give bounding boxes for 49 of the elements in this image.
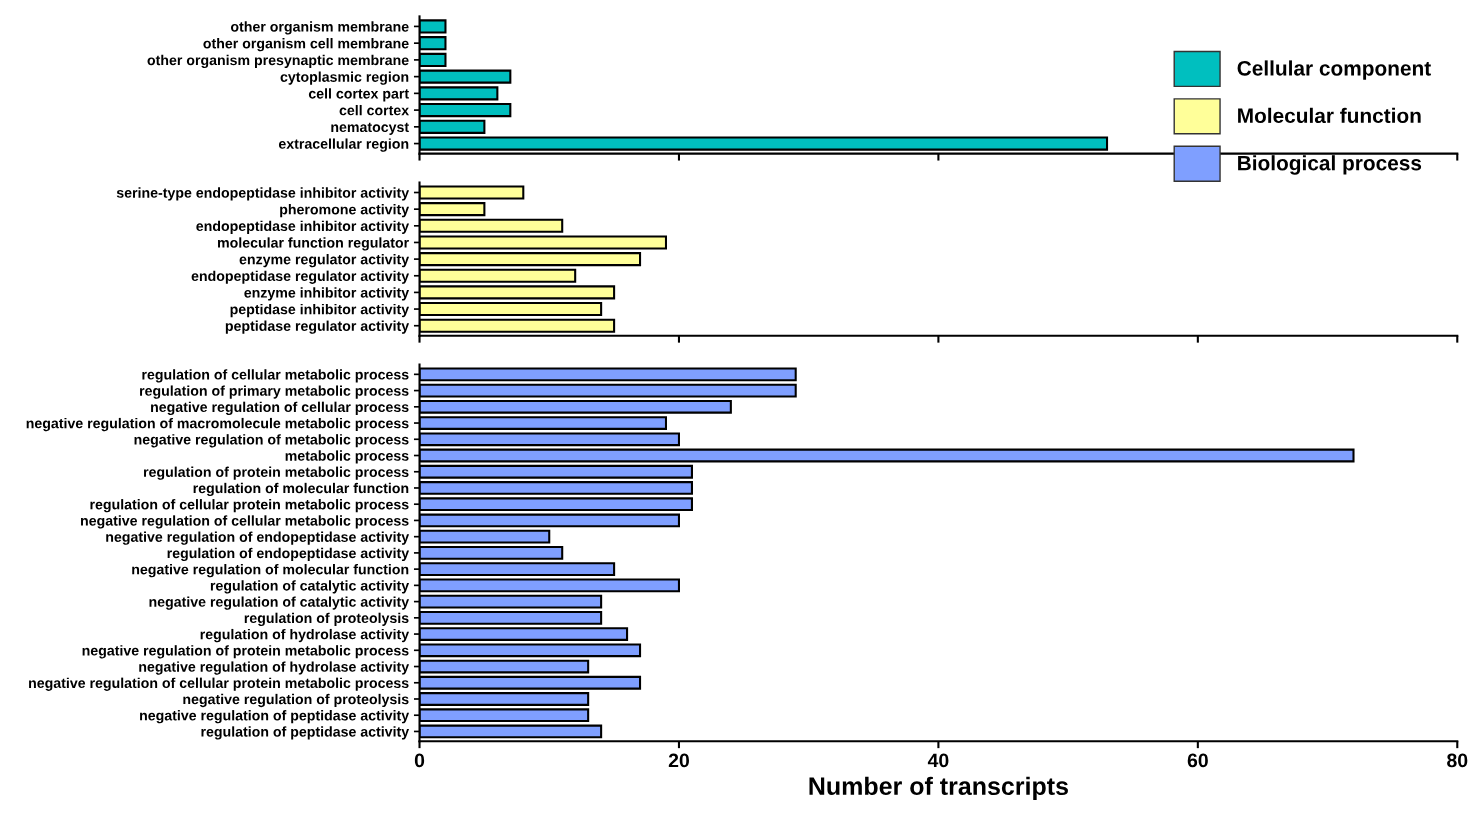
- y-tick-label: negative regulation of macromolecule metabolic process: [26, 417, 409, 432]
- y-tick-label: regulation of endopeptidase activity: [167, 547, 410, 562]
- y-tick-label: regulation of cellular protein metabolic process: [90, 499, 409, 513]
- y-tick-label: extracellular region: [278, 138, 409, 152]
- y-tick-label: nematocyst: [331, 122, 409, 135]
- y-tick-label: other organism membrane: [230, 21, 409, 35]
- legend-label: Biological process: [1238, 155, 1422, 175]
- y-tick-label: other organism cell membrane: [203, 38, 409, 52]
- y-tick-label: negative regulation of cellular process: [151, 401, 409, 415]
- y-tick-label: negative regulation of cellular metabolic process: [80, 515, 409, 529]
- y-tick-label: molecular function regulator: [217, 237, 409, 251]
- y-tick-label: regulation of protein metabolic process: [144, 466, 409, 480]
- y-tick-label: negative regulation of molecular function: [132, 564, 409, 578]
- x-axis-title: Number of transcripts: [809, 776, 1068, 800]
- y-tick-label: negative regulation of metabolic process: [134, 434, 409, 448]
- y-tick-label: peptidase inhibitor activity: [230, 303, 410, 318]
- y-tick-label: pheromone activity: [280, 204, 410, 218]
- y-tick-label: endopeptidase inhibitor activity: [196, 220, 410, 234]
- x-tick-label: 40: [927, 753, 949, 768]
- y-tick-label: negative regulation of peptidase activity: [140, 710, 410, 724]
- y-tick-label: negative regulation of cellular protein metabolic process: [29, 677, 409, 691]
- y-tick-label: cell cortex: [339, 104, 410, 116]
- y-tick-label: regulation of hydrolase activity: [200, 628, 410, 643]
- x-tick-label: 20: [668, 753, 689, 768]
- y-tick-label: cytoplasmic region: [280, 71, 409, 85]
- x-tick-label: 60: [1187, 753, 1208, 768]
- y-tick-label: metabolic process: [285, 450, 409, 464]
- y-tick-label: peptidase regulator activity: [225, 320, 410, 334]
- y-tick-label: regulation of peptidase activity: [201, 726, 410, 740]
- legend-label: Cellular component: [1237, 60, 1431, 80]
- y-tick-label: regulation of catalytic activity: [210, 580, 410, 594]
- y-tick-label: enzyme inhibitor activity: [244, 287, 410, 301]
- y-tick-label: negative regulation of hydrolase activity: [139, 661, 410, 675]
- y-tick-label: serine-type endopeptidase inhibitor activity: [116, 187, 410, 201]
- y-tick-label: regulation of cellular metabolic process: [142, 369, 409, 383]
- y-tick-label: negative regulation of endopeptidase activity: [106, 531, 410, 545]
- y-tick-label: negative regulation of proteolysis: [183, 693, 409, 708]
- y-tick-label: enzyme regulator activity: [239, 253, 410, 268]
- y-tick-label: cell cortex part: [308, 88, 409, 102]
- x-tick-label: 80: [1447, 753, 1468, 768]
- y-tick-label: other organism presynaptic membrane: [147, 54, 409, 69]
- y-tick-label: regulation of primary metabolic process: [140, 385, 409, 399]
- y-tick-label: negative regulation of catalytic activity: [149, 596, 410, 610]
- y-tick-label: endopeptidase regulator activity: [191, 270, 410, 284]
- legend-label: Molecular function: [1238, 107, 1421, 124]
- y-tick-label: regulation of proteolysis: [244, 612, 409, 626]
- y-tick-label: negative regulation of protein metabolic process: [82, 645, 409, 659]
- x-tick-label: 0: [414, 753, 425, 768]
- y-tick-label: regulation of molecular function: [193, 482, 409, 497]
